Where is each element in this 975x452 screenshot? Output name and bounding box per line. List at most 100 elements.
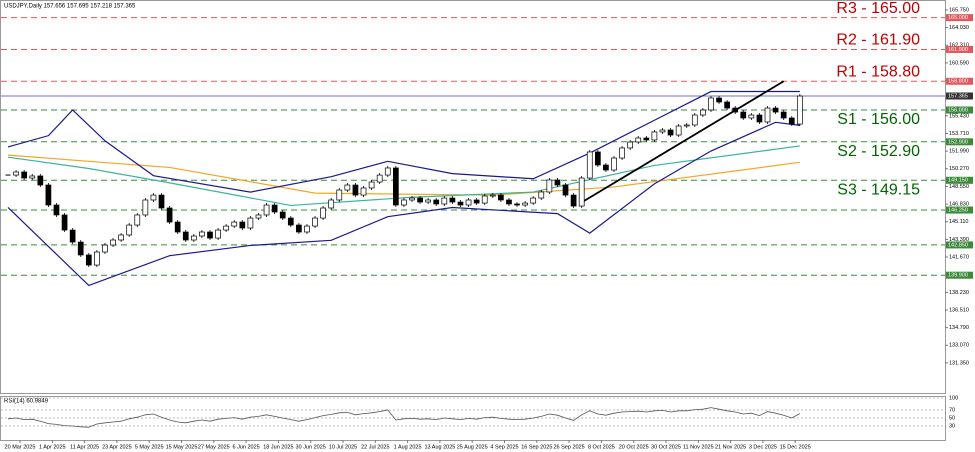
rsi-tick-label: 70 bbox=[949, 407, 955, 413]
candle bbox=[498, 194, 504, 201]
candle bbox=[522, 202, 528, 206]
candle bbox=[481, 195, 488, 204]
candle bbox=[716, 97, 722, 103]
x-tick-label: 30 Oct 2025 bbox=[651, 444, 681, 450]
candle bbox=[61, 214, 68, 231]
candle bbox=[166, 207, 173, 223]
candle bbox=[142, 199, 149, 216]
candle bbox=[392, 167, 399, 206]
candle bbox=[287, 217, 294, 226]
candle bbox=[578, 177, 585, 207]
candle bbox=[740, 111, 747, 119]
candle bbox=[538, 191, 545, 199]
rsi-tick-label: 50 bbox=[949, 415, 955, 421]
candle bbox=[780, 111, 787, 119]
candle bbox=[384, 167, 391, 176]
candle bbox=[635, 137, 642, 143]
candle bbox=[700, 109, 706, 116]
indicator-line bbox=[7, 121, 800, 287]
rsi-line bbox=[7, 407, 801, 428]
x-tick-label: 27 May 2025 bbox=[198, 444, 230, 450]
candle bbox=[320, 207, 326, 219]
level-tag-label: 139.900 bbox=[948, 273, 968, 279]
level-tag-label: 146.250 bbox=[948, 207, 968, 213]
candle bbox=[441, 197, 448, 205]
y-tick-label: 164.030 bbox=[949, 25, 969, 31]
x-tick-label: 3 Dec 2025 bbox=[749, 444, 777, 450]
y-tick-label: 136.510 bbox=[949, 307, 969, 313]
candle bbox=[126, 224, 133, 236]
candle bbox=[724, 101, 730, 109]
candle bbox=[433, 199, 440, 205]
level-label: R2 - 161.90 bbox=[836, 32, 920, 49]
candle bbox=[231, 221, 238, 227]
candle bbox=[174, 221, 181, 233]
candle bbox=[425, 199, 432, 203]
candle bbox=[651, 131, 658, 141]
level-tag bbox=[946, 271, 973, 279]
level-tag-label: 149.150 bbox=[948, 178, 968, 184]
level-label: R3 - 165.00 bbox=[836, 0, 920, 17]
x-tick-label: 10 Jul 2025 bbox=[329, 444, 357, 450]
candle bbox=[506, 199, 512, 205]
candle bbox=[530, 197, 537, 204]
rsi-title: RSI(14) 60.9849 bbox=[4, 399, 49, 405]
y-tick-label: 155.430 bbox=[949, 113, 969, 119]
level-label: S1 - 156.00 bbox=[837, 111, 920, 128]
y-tick-label: 150.270 bbox=[949, 166, 969, 172]
y-tick-label: 131.350 bbox=[949, 360, 969, 366]
candle bbox=[514, 203, 520, 206]
candle bbox=[344, 184, 351, 191]
candle bbox=[627, 141, 634, 149]
candle bbox=[263, 204, 270, 216]
candle bbox=[21, 171, 28, 179]
level-tag-label: 161.900 bbox=[948, 47, 968, 53]
y-tick-label: 143.390 bbox=[949, 237, 969, 243]
x-tick-label: 4 Sep 2025 bbox=[490, 444, 518, 450]
level-tag bbox=[946, 14, 973, 22]
level-label: S3 - 149.15 bbox=[837, 182, 920, 199]
y-tick-label: 145.110 bbox=[949, 219, 968, 225]
candle bbox=[239, 221, 246, 229]
candle bbox=[554, 179, 561, 186]
y-tick-label: 138.230 bbox=[949, 290, 969, 296]
level-tag bbox=[946, 77, 973, 85]
candle bbox=[756, 114, 763, 123]
candle bbox=[110, 239, 116, 246]
x-tick-label: 18 Jun 2025 bbox=[263, 444, 293, 450]
candle bbox=[158, 194, 165, 209]
level-tag bbox=[946, 138, 973, 146]
candle bbox=[199, 231, 205, 237]
candle bbox=[788, 117, 795, 125]
main-panel bbox=[0, 0, 946, 394]
candle bbox=[611, 157, 617, 171]
x-tick-label: 30 Jun 2025 bbox=[296, 444, 326, 450]
y-tick-label: 141.670 bbox=[949, 254, 969, 260]
x-tick-label: 26 Sep 2025 bbox=[553, 444, 584, 450]
candle bbox=[586, 151, 593, 179]
y-tick-label: 162.310 bbox=[949, 43, 969, 49]
x-tick-label: 1 Apr 2025 bbox=[39, 444, 66, 450]
candle bbox=[489, 194, 496, 197]
candle bbox=[732, 107, 739, 113]
y-tick-label: 133.070 bbox=[949, 343, 969, 349]
candle bbox=[764, 107, 771, 123]
candle bbox=[546, 179, 553, 193]
x-tick-label: 11 Nov 2025 bbox=[683, 444, 714, 450]
candle bbox=[417, 197, 423, 203]
candle bbox=[134, 214, 141, 226]
indicator-line bbox=[581, 80, 785, 204]
chart-title: USDJPY,Daily 157.656 157.695 157.218 157… bbox=[4, 4, 136, 10]
candle bbox=[328, 199, 335, 209]
candle bbox=[304, 225, 310, 233]
candle bbox=[457, 201, 464, 206]
x-tick-label: 5 May 2025 bbox=[135, 444, 164, 450]
rsi-tick-label: 30 bbox=[949, 423, 955, 429]
candle bbox=[37, 175, 44, 186]
level-tag bbox=[946, 176, 973, 184]
y-tick-label: 151.990 bbox=[949, 149, 969, 155]
candle bbox=[247, 217, 254, 229]
candle bbox=[659, 129, 666, 133]
indicator-line bbox=[7, 90, 800, 193]
